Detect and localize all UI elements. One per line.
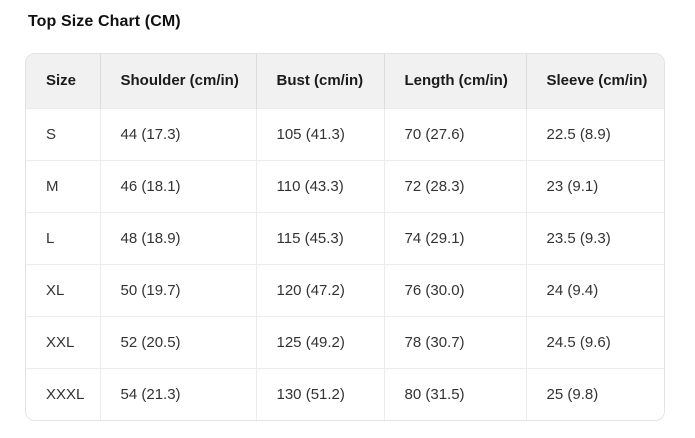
shoulder-cell: 44 (17.3) [99, 107, 256, 160]
column-header-shoulder: Shoulder (cm/in) [99, 54, 256, 108]
column-header-size: Size [26, 54, 100, 108]
table-row: M 46 (18.1) 110 (43.3) 72 (28.3) 23 (9.1) [26, 159, 664, 212]
header-row: Size Shoulder (cm/in) Bust (cm/in) Lengt… [26, 54, 664, 108]
length-cell: 72 (28.3) [383, 159, 526, 212]
size-cell: XL [26, 263, 100, 316]
shoulder-cell: 52 (20.5) [99, 315, 256, 368]
sleeve-cell: 24.5 (9.6) [525, 315, 664, 368]
shoulder-cell: 50 (19.7) [99, 263, 256, 316]
bust-cell: 105 (41.3) [255, 107, 384, 160]
size-cell: XXL [26, 315, 100, 368]
bust-cell: 125 (49.2) [255, 315, 384, 368]
size-chart-table: Size Shoulder (cm/in) Bust (cm/in) Lengt… [26, 54, 664, 420]
sleeve-cell: 24 (9.4) [525, 263, 664, 316]
length-cell: 74 (29.1) [383, 211, 526, 264]
length-cell: 70 (27.6) [383, 107, 526, 160]
length-cell: 78 (30.7) [383, 315, 526, 368]
size-cell: XXXL [26, 367, 100, 420]
bust-cell: 120 (47.2) [255, 263, 384, 316]
size-chart-container: Size Shoulder (cm/in) Bust (cm/in) Lengt… [25, 53, 665, 421]
size-cell: M [26, 159, 100, 212]
table-row: XXL 52 (20.5) 125 (49.2) 78 (30.7) 24.5 (9.6… [26, 315, 664, 368]
shoulder-cell: 48 (18.9) [99, 211, 256, 264]
table-row: XL 50 (19.7) 120 (47.2) 76 (30.0) 24 (9.4) [26, 263, 664, 316]
sleeve-cell: 22.5 (8.9) [525, 107, 664, 160]
page-title: Top Size Chart (CM) [28, 13, 181, 30]
shoulder-cell: 46 (18.1) [99, 159, 256, 212]
column-header-sleeve: Sleeve (cm/in) [525, 54, 664, 108]
table-header: Size Shoulder (cm/in) Bust (cm/in) Lengt… [26, 54, 664, 108]
size-cell: L [26, 211, 100, 264]
table-row: S 44 (17.3) 105 (41.3) 70 (27.6) 22.5 (8.9) [26, 107, 664, 160]
bust-cell: 130 (51.2) [255, 367, 384, 420]
shoulder-cell: 54 (21.3) [99, 367, 256, 420]
sleeve-cell: 25 (9.8) [525, 367, 664, 420]
table-row: L 48 (18.9) 115 (45.3) 74 (29.1) 23.5 (9.3) [26, 211, 664, 264]
table-body: S 44 (17.3) 105 (41.3) 70 (27.6) 22.5 (8.9) M… [26, 107, 664, 420]
bust-cell: 110 (43.3) [255, 159, 384, 212]
length-cell: 80 (31.5) [383, 367, 526, 420]
sleeve-cell: 23.5 (9.3) [525, 211, 664, 264]
bust-cell: 115 (45.3) [255, 211, 384, 264]
column-header-length: Length (cm/in) [383, 54, 526, 108]
size-cell: S [26, 107, 100, 160]
table-row: XXXL 54 (21.3) 130 (51.2) 80 (31.5) 25 (9.8) [26, 367, 664, 420]
sleeve-cell: 23 (9.1) [525, 159, 664, 212]
length-cell: 76 (30.0) [383, 263, 526, 316]
column-header-bust: Bust (cm/in) [255, 54, 384, 108]
